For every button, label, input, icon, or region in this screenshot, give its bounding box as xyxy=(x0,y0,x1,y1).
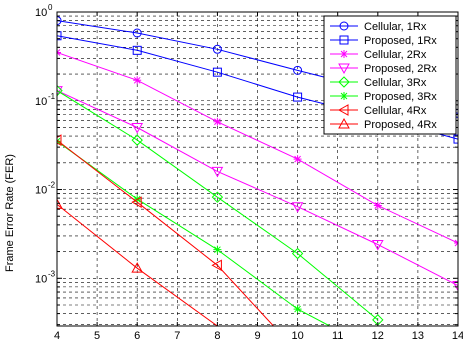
marker-triangle-up xyxy=(131,262,144,273)
marker-triangle-left xyxy=(211,259,222,272)
marker-diamond xyxy=(57,84,63,97)
marker-square xyxy=(132,45,142,55)
series-line xyxy=(57,90,379,321)
marker-star xyxy=(340,92,348,100)
marker-triangle-down xyxy=(291,202,304,213)
x-tick-label: 10 xyxy=(291,330,303,342)
legend-entry: Proposed, 2Rx xyxy=(330,63,437,75)
y-tick-label: 10 xyxy=(35,96,47,108)
series-line xyxy=(57,139,274,326)
series-4 xyxy=(57,86,458,292)
marker-star xyxy=(213,245,222,254)
marker-triangle-down xyxy=(211,166,224,178)
legend-entry: Cellular, 4Rx xyxy=(330,104,427,117)
marker-square xyxy=(57,31,62,41)
x-tick-label: 6 xyxy=(134,330,140,342)
marker-circle xyxy=(57,16,62,26)
legend-entry: Proposed, 1Rx xyxy=(330,35,437,47)
x-tick-label: 9 xyxy=(254,330,260,342)
marker-triangle-up xyxy=(338,117,350,129)
series-line xyxy=(57,90,458,286)
marker-triangle-down xyxy=(452,280,458,292)
legend-entry: Cellular, 2Rx xyxy=(330,49,427,61)
marker-square xyxy=(212,67,222,77)
legend-label: Cellular, 1Rx xyxy=(364,21,427,33)
legend-label: Proposed, 1Rx xyxy=(364,35,437,47)
y-tick-label: 10 xyxy=(35,185,47,197)
marker-triangle-left xyxy=(131,196,142,209)
marker-triangle-down xyxy=(57,86,63,97)
marker-circle xyxy=(293,65,303,75)
x-tick-label: 11 xyxy=(332,330,343,342)
marker-triangle-up xyxy=(57,198,63,209)
marker-triangle-down xyxy=(131,122,144,134)
legend-label: Cellular, 2Rx xyxy=(364,49,427,61)
y-tick-label: 10 xyxy=(35,7,47,19)
x-tick-label: 12 xyxy=(372,330,384,342)
marker-triangle-down xyxy=(338,63,350,75)
legend-label: Proposed, 2Rx xyxy=(364,63,437,75)
marker-triangle-left xyxy=(337,104,349,116)
marker-star xyxy=(340,50,348,58)
marker-square xyxy=(339,35,349,45)
x-tick-label: 7 xyxy=(174,330,180,342)
marker-diamond xyxy=(338,76,350,88)
series-8 xyxy=(57,198,274,326)
marker-star xyxy=(293,155,302,164)
marker-circle xyxy=(132,28,142,38)
marker-square xyxy=(453,134,458,144)
marker-star xyxy=(213,117,222,126)
marker-triangle-down xyxy=(371,240,384,251)
x-tick-label: 8 xyxy=(214,330,220,342)
marker-star xyxy=(373,201,382,210)
marker-square xyxy=(293,92,303,102)
legend-label: Cellular, 4Rx xyxy=(364,105,427,117)
x-tick-label: 13 xyxy=(412,330,424,342)
legend: Cellular, 1Rx Proposed, 1Rx Cellular, 2Rx P… xyxy=(323,15,457,135)
y-tick-label-exponent: -2 xyxy=(48,181,56,190)
legend-label: Proposed, 3Rx xyxy=(364,91,437,103)
marker-star xyxy=(293,305,302,314)
y-tick-label: 10 xyxy=(35,273,47,285)
series-3 xyxy=(57,48,458,247)
x-tick-label: 4 xyxy=(54,330,60,342)
series-line xyxy=(57,204,274,326)
legend-entry: Proposed, 4Rx xyxy=(330,117,437,131)
y-tick-label-exponent: -3 xyxy=(48,269,56,278)
legend-entry: Cellular, 1Rx xyxy=(330,21,427,33)
marker-diamond xyxy=(211,191,224,203)
marker-circle xyxy=(212,44,222,54)
x-tick-label: 5 xyxy=(94,330,100,342)
marker-diamond xyxy=(291,247,304,260)
marker-diamond xyxy=(131,134,143,146)
y-tick-label-exponent: 0 xyxy=(48,3,53,12)
legend-entry: Cellular, 3Rx xyxy=(330,76,427,89)
x-tick-label: 14 xyxy=(452,330,463,342)
legend-label: Proposed, 4Rx xyxy=(364,119,437,131)
legend-entry: Proposed, 3Rx xyxy=(330,91,437,103)
y-axis-label: Frame Error Rate (FER) xyxy=(4,154,16,272)
marker-star xyxy=(133,76,142,85)
legend-label: Cellular, 3Rx xyxy=(364,77,427,89)
series-7 xyxy=(57,134,274,326)
series-line xyxy=(57,52,458,244)
y-tick-label-exponent: -1 xyxy=(48,92,56,101)
marker-triangle-left xyxy=(57,134,62,146)
marker-circle xyxy=(339,21,349,31)
